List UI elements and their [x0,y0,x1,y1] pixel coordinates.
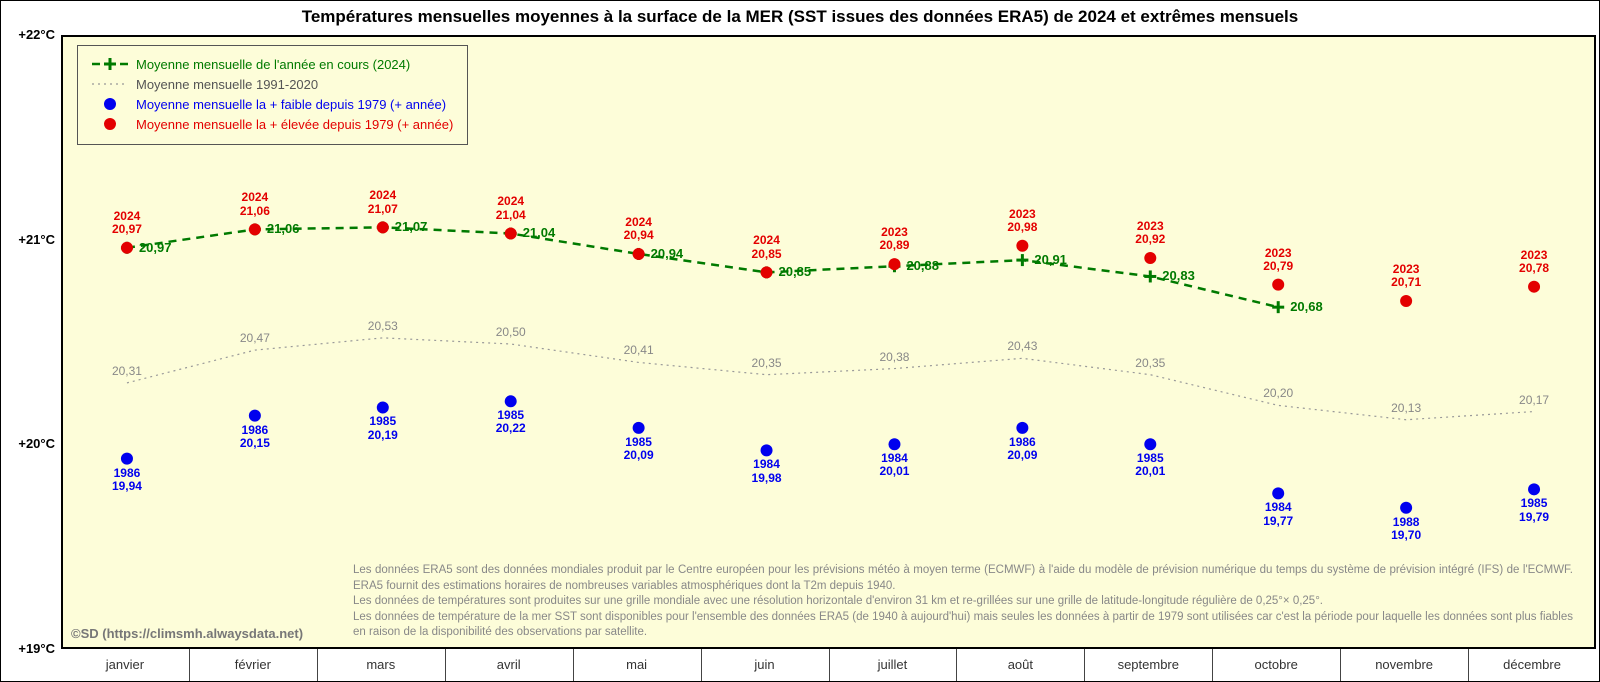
legend-item: Moyenne mensuelle de l'année en cours (2… [92,54,453,74]
max-value-label: 202320,92 [1135,220,1165,246]
plot-area: 20,31 20,47 20,53 20,50 20,41 20,35 20,38 20,43… [61,35,1596,649]
clim-value-label: 20,43 [1007,340,1037,353]
min-value-label: 198520,01 [1135,452,1165,478]
credit: ©SD (https://climsmh.alwaysdata.net) [71,626,303,641]
max-value-label: 202421,07 [368,189,398,215]
clim-value-label: 20,47 [240,332,270,345]
min-value-label: 198520,22 [496,409,526,435]
max-value-label: 202421,04 [496,195,526,221]
legend-swatch [92,114,128,134]
min-value-label: 198419,98 [752,458,782,484]
x-tick-label: décembre [1468,657,1596,672]
min-value-label: 198819,70 [1391,516,1421,542]
legend-swatch [92,54,128,74]
min-value-label: 198419,77 [1263,501,1293,527]
current-value-label: 21,04 [523,226,556,240]
footnote: Les données ERA5 sont des données mondia… [353,563,1573,641]
max-value-label: 202320,79 [1263,247,1293,273]
clim-value-label: 20,17 [1519,394,1549,407]
max-value-label: 202320,78 [1519,249,1549,275]
min-value-label: 198619,94 [112,467,142,493]
clim-value-label: 20,41 [624,344,654,357]
min-value-label: 198520,19 [368,415,398,441]
x-tick-label: mai [573,657,701,672]
min-value-label: 198420,01 [879,452,909,478]
min-value-label: 198520,09 [624,436,654,462]
legend-label: Moyenne mensuelle 1991-2020 [136,77,318,92]
x-tick-label: juillet [829,657,957,672]
clim-value-label: 20,53 [368,320,398,333]
max-value-label: 202420,97 [112,210,142,236]
min-value-label: 198620,15 [240,424,270,450]
y-tick-label: +19°C [1,641,55,656]
y-tick-label: +20°C [1,436,55,451]
clim-value-label: 20,13 [1391,402,1421,415]
series-clim-line [127,338,1534,420]
max-value-label: 202420,85 [752,234,782,260]
legend-label: Moyenne mensuelle la + faible depuis 197… [136,97,446,112]
x-tick-label: janvier [61,657,189,672]
max-value-label: 202420,94 [624,216,654,242]
legend-label: Moyenne mensuelle la + élevée depuis 197… [136,117,453,132]
max-value-label: 202320,98 [1007,208,1037,234]
current-value-label: 20,85 [779,265,812,279]
legend-item: Moyenne mensuelle la + faible depuis 197… [92,94,453,114]
legend: Moyenne mensuelle de l'année en cours (2… [77,45,468,145]
chart-title: Températures mensuelles moyennes à la su… [1,7,1599,27]
x-tick-label: novembre [1340,657,1468,672]
y-tick-label: +21°C [1,232,55,247]
min-value-label: 198519,79 [1519,497,1549,523]
max-value-label: 202421,06 [240,191,270,217]
legend-item: Moyenne mensuelle 1991-2020 [92,74,453,94]
legend-label: Moyenne mensuelle de l'année en cours (2… [136,57,410,72]
x-tick-label: avril [445,657,573,672]
series-current-line [127,227,1278,307]
current-value-label: 20,83 [1162,269,1195,283]
max-value-label: 202320,89 [879,226,909,252]
current-value-label: 20,97 [139,241,172,255]
max-value-label: 202320,71 [1391,263,1421,289]
legend-swatch [92,94,128,114]
x-tick-label: février [189,657,317,672]
x-tick-label: mars [317,657,445,672]
clim-value-label: 20,38 [879,351,909,364]
clim-value-label: 20,31 [112,365,142,378]
clim-value-label: 20,20 [1263,387,1293,400]
legend-item: Moyenne mensuelle la + élevée depuis 197… [92,114,453,134]
x-tick-label: juin [701,657,829,672]
x-tick-label: septembre [1084,657,1212,672]
clim-value-label: 20,35 [752,357,782,370]
chart-container: Températures mensuelles moyennes à la su… [0,0,1600,682]
y-tick-label: +22°C [1,27,55,42]
legend-swatch [92,74,128,94]
current-value-label: 20,91 [1034,253,1067,267]
current-value-label: 20,88 [906,259,939,273]
clim-value-label: 20,35 [1135,357,1165,370]
clim-value-label: 20,50 [496,326,526,339]
x-tick-label: août [956,657,1084,672]
current-value-label: 21,06 [267,222,300,236]
min-value-label: 198620,09 [1007,436,1037,462]
current-value-label: 21,07 [395,220,428,234]
current-value-label: 20,68 [1290,300,1323,314]
current-value-label: 20,94 [651,247,684,261]
x-tick-label: octobre [1212,657,1340,672]
